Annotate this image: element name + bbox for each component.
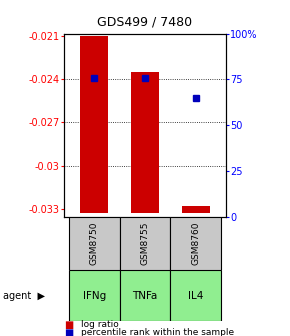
FancyBboxPatch shape	[69, 270, 119, 321]
Text: IL4: IL4	[188, 291, 204, 301]
Bar	[80, 36, 108, 213]
Text: IFNg: IFNg	[83, 291, 106, 301]
FancyBboxPatch shape	[171, 270, 221, 321]
Text: GSM8755: GSM8755	[140, 222, 150, 265]
Bar	[131, 72, 159, 213]
Bar	[182, 206, 210, 213]
Text: percentile rank within the sample: percentile rank within the sample	[81, 328, 234, 336]
Text: ■: ■	[64, 320, 73, 330]
Text: log ratio: log ratio	[81, 321, 119, 329]
FancyBboxPatch shape	[69, 217, 119, 270]
Text: GSM8750: GSM8750	[90, 222, 99, 265]
Text: agent  ▶: agent ▶	[3, 291, 45, 301]
Text: GDS499 / 7480: GDS499 / 7480	[97, 15, 193, 28]
FancyBboxPatch shape	[119, 270, 171, 321]
Text: ■: ■	[64, 328, 73, 336]
FancyBboxPatch shape	[171, 217, 221, 270]
Text: GSM8760: GSM8760	[191, 222, 200, 265]
Text: TNFa: TNFa	[132, 291, 158, 301]
FancyBboxPatch shape	[119, 217, 171, 270]
